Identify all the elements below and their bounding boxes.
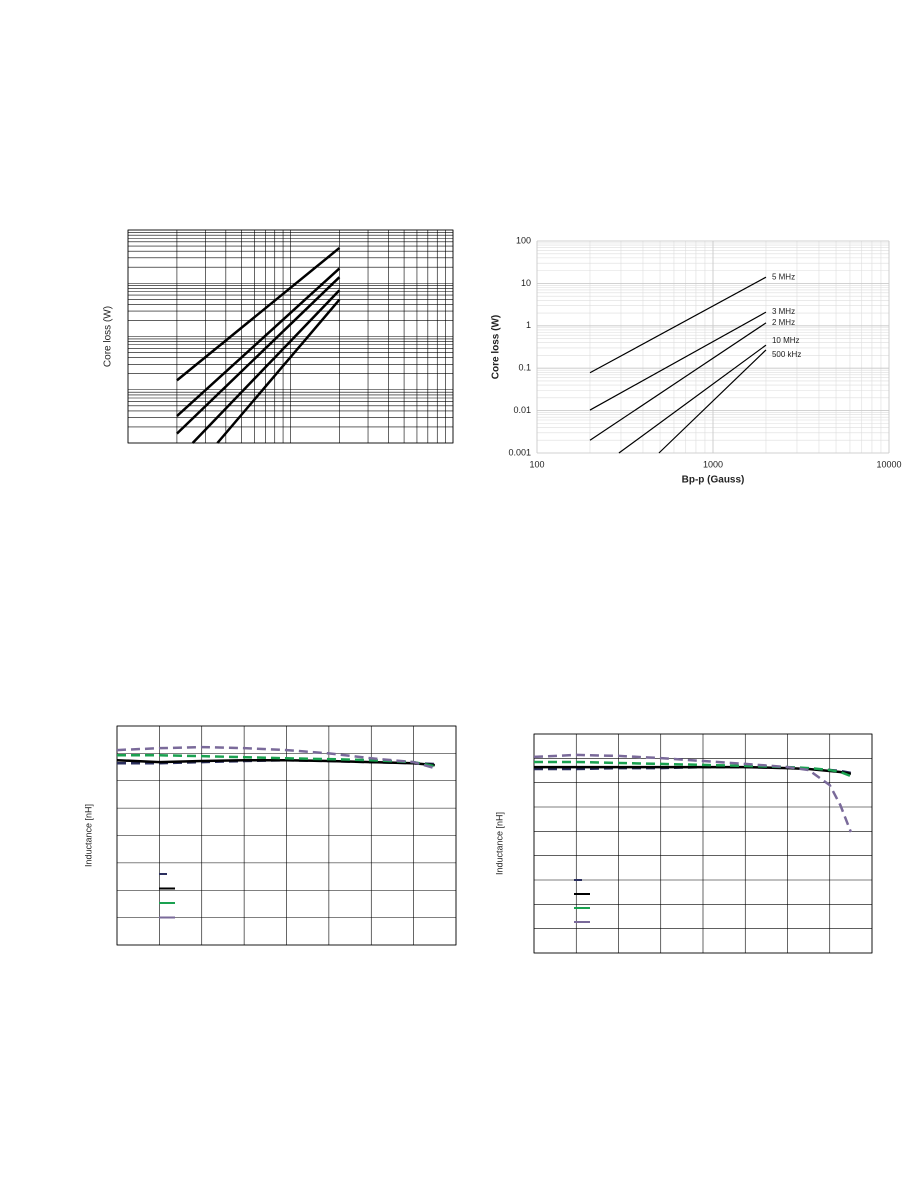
line-label: 3 MHz xyxy=(772,307,795,316)
y-axis-label: Inductance [nH] xyxy=(83,804,93,867)
x-tick-label: 100 xyxy=(529,459,544,469)
series-line xyxy=(176,267,341,418)
y-axis-label: Core loss (W) xyxy=(491,315,502,379)
plot-frame xyxy=(127,229,454,444)
line-label: 10 MHz xyxy=(772,336,800,345)
y-tick-label: 0.1 xyxy=(518,363,531,373)
x-axis-label: Bp-p (Gauss) xyxy=(682,475,745,486)
series-line xyxy=(534,760,852,778)
plot-frame xyxy=(116,725,457,946)
y-tick-label: 0.001 xyxy=(508,447,531,457)
line-label: 5 MHz xyxy=(772,272,795,281)
series-line xyxy=(116,758,435,767)
y-tick-label: 100 xyxy=(516,235,531,245)
y-axis-label: Inductance [nH] xyxy=(494,812,504,875)
y-tick-label: 0.01 xyxy=(513,405,531,415)
line-label: 2 MHz xyxy=(772,318,795,327)
series-line xyxy=(216,298,341,444)
series-line xyxy=(116,745,436,770)
series-line xyxy=(191,289,341,444)
y-tick-label: 10 xyxy=(521,278,531,288)
y-axis-label: Core loss (W) xyxy=(103,306,114,367)
line-label: 500 kHz xyxy=(772,350,801,359)
series-line xyxy=(589,322,767,441)
series-line xyxy=(589,276,767,374)
series-line xyxy=(589,311,767,411)
plot-frame xyxy=(533,733,873,954)
series-line xyxy=(533,753,853,833)
y-tick-label: 1 xyxy=(526,320,531,330)
series-line xyxy=(176,276,341,435)
x-tick-label: 1000 xyxy=(703,459,723,469)
series-line xyxy=(658,349,767,454)
series-line xyxy=(618,344,767,454)
series-line xyxy=(176,246,341,382)
x-tick-label: 10000 xyxy=(876,459,901,469)
